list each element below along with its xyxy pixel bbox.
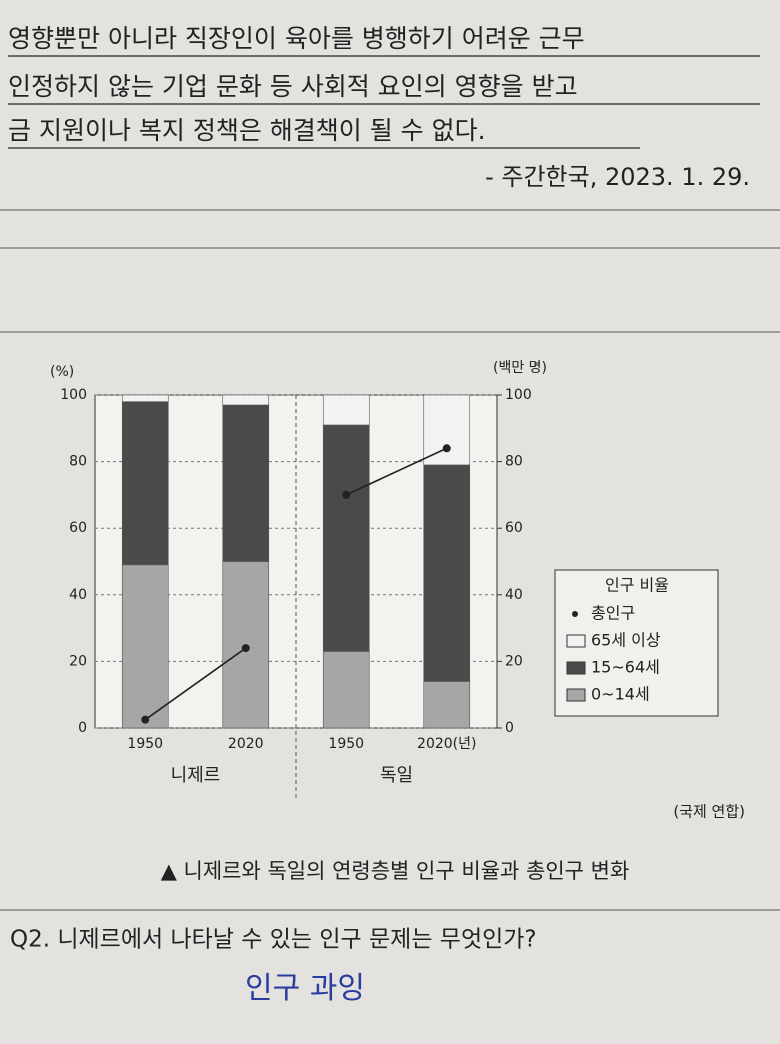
x-tick-label: 1950 bbox=[328, 736, 364, 752]
group-label: 독일 bbox=[380, 765, 413, 786]
y-tick-label: 0 bbox=[78, 720, 87, 736]
group-label: 니제르 bbox=[171, 765, 221, 786]
y2-tick-label: 20 bbox=[505, 653, 523, 669]
total-point bbox=[342, 490, 351, 499]
bar-segment bbox=[121, 564, 169, 729]
legend-label: 15~64세 bbox=[591, 658, 660, 677]
source: (국제 연합) bbox=[673, 803, 745, 821]
y-tick-label: 80 bbox=[69, 454, 87, 470]
bar-segment bbox=[322, 651, 370, 729]
total-line bbox=[345, 447, 448, 496]
bar-segment bbox=[423, 394, 471, 466]
bar-segment bbox=[322, 424, 370, 652]
bar-segment bbox=[121, 401, 169, 566]
y2-tick-label: 80 bbox=[505, 454, 523, 470]
text-line: 금 지원이나 복지 정책은 해결책이 될 수 없다. bbox=[8, 116, 486, 145]
legend-swatch bbox=[566, 634, 586, 648]
bar-segment bbox=[322, 394, 370, 426]
question: Q2. 니제르에서 나타날 수 있는 인구 문제는 무엇인가? bbox=[10, 927, 537, 953]
bar-segment bbox=[423, 464, 471, 682]
bar-segment bbox=[222, 394, 270, 406]
total-point bbox=[141, 715, 150, 724]
y-tick-label: 40 bbox=[69, 587, 87, 603]
legend-swatch bbox=[566, 661, 586, 675]
citation: - 주간한국, 2023. 1. 29. bbox=[485, 163, 750, 191]
bar-segment bbox=[121, 394, 169, 402]
text-line: 영향뿐만 아니라 직장인이 육아를 병행하기 어려운 근무 bbox=[8, 24, 585, 53]
total-line bbox=[144, 647, 247, 721]
x-tick-label: 2020(년) bbox=[417, 736, 476, 752]
legend-title: 인구 비율 bbox=[605, 576, 669, 595]
bar-segment bbox=[222, 404, 270, 562]
y2-tick-label: 60 bbox=[505, 520, 523, 536]
legend-swatch bbox=[566, 688, 586, 702]
x-tick-label: 1950 bbox=[127, 736, 163, 752]
caption: ▲ 니제르와 독일의 연령층별 인구 비율과 총인구 변화 bbox=[161, 859, 630, 883]
x-tick-label: 2020 bbox=[228, 736, 264, 752]
total-point bbox=[241, 644, 250, 653]
y-tick-label: 20 bbox=[69, 653, 87, 669]
legend-label: 65세 이상 bbox=[591, 631, 661, 650]
legend-label: 0~14세 bbox=[591, 685, 650, 704]
text-line: 인정하지 않는 기업 문화 등 사회적 요인의 영향을 받고 bbox=[8, 72, 578, 101]
y2-tick-label: 0 bbox=[505, 720, 514, 736]
total-point bbox=[442, 444, 451, 453]
bar-segment bbox=[423, 681, 471, 729]
y-tick-label: 60 bbox=[69, 520, 87, 536]
legend-marker bbox=[572, 611, 578, 617]
handwritten-answer: 인구 과잉 bbox=[245, 971, 365, 1006]
legend-label: 총인구 bbox=[591, 604, 635, 623]
y-label: (%) bbox=[50, 364, 74, 380]
y2-tick-label: 100 bbox=[505, 387, 532, 403]
y2-label: (백만 명) bbox=[493, 360, 547, 376]
y2-tick-label: 40 bbox=[505, 587, 523, 603]
y-tick-label: 100 bbox=[60, 387, 87, 403]
